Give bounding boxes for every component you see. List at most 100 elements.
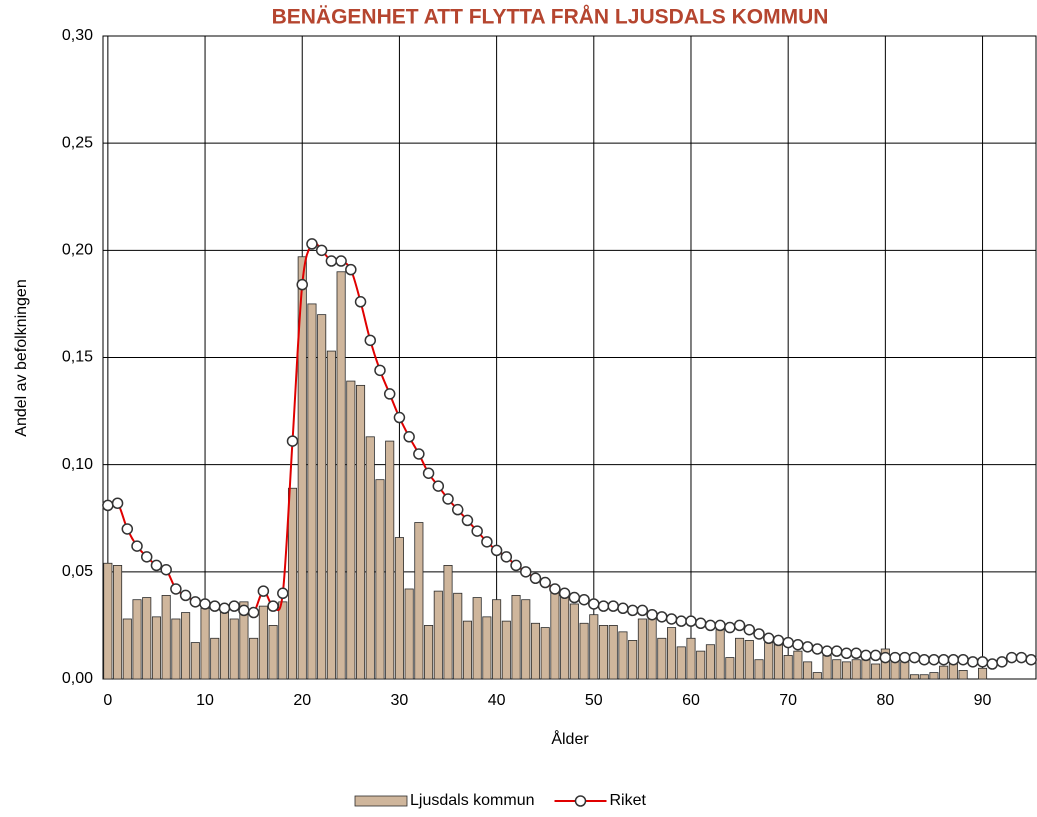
marker (937, 653, 950, 666)
marker (568, 591, 581, 604)
marker (500, 551, 513, 563)
legend-label: Riket (610, 792, 647, 809)
marker (967, 656, 979, 668)
marker (753, 628, 765, 640)
bar (851, 659, 861, 680)
bar (803, 661, 813, 680)
bar (375, 479, 385, 680)
bar (482, 616, 492, 680)
marker (694, 617, 707, 630)
bar (414, 522, 424, 680)
marker (558, 587, 571, 600)
bar (113, 565, 123, 680)
marker (792, 638, 804, 651)
marker (733, 619, 746, 632)
marker (199, 598, 211, 610)
marker (743, 623, 756, 636)
marker (228, 600, 240, 612)
marker (704, 619, 717, 632)
x-tick-label: 0 (103, 692, 112, 709)
marker (442, 493, 454, 505)
bar (686, 637, 696, 680)
legend-swatch (574, 795, 587, 807)
bar (676, 646, 686, 680)
bar (841, 661, 852, 680)
line (107, 241, 1032, 665)
bar (598, 625, 609, 680)
marker (772, 634, 785, 647)
marker (656, 611, 668, 623)
bar (978, 667, 988, 680)
marker (947, 653, 960, 666)
bar (550, 590, 560, 680)
bar (958, 670, 968, 680)
bar (900, 661, 910, 680)
bar (171, 618, 181, 680)
marker (617, 602, 629, 615)
marker (471, 525, 483, 537)
bar (579, 622, 589, 680)
marker (520, 566, 532, 578)
x-tick-label: 60 (682, 692, 700, 709)
marker (315, 244, 328, 257)
marker (879, 651, 892, 664)
marker (354, 296, 367, 308)
marker (539, 576, 551, 589)
bar (394, 537, 404, 680)
marker (393, 411, 406, 424)
marker (811, 643, 824, 655)
bar (210, 637, 220, 680)
bar (346, 380, 356, 680)
marker (957, 653, 969, 666)
marker (821, 645, 833, 657)
plot-border (102, 35, 1037, 680)
marker (665, 613, 678, 625)
marker (306, 238, 318, 250)
marker (578, 593, 590, 606)
bar (540, 627, 550, 680)
marker (422, 467, 435, 479)
y-tick-label: 0,10 (62, 456, 93, 473)
bar (278, 601, 288, 680)
marker (102, 499, 114, 512)
marker (209, 600, 221, 612)
y-tick-label: 0,30 (62, 27, 93, 44)
marker (928, 653, 940, 666)
bar (628, 640, 638, 680)
marker (451, 503, 464, 516)
bar (307, 303, 317, 680)
bar (161, 595, 171, 680)
bar (229, 618, 239, 680)
marker (179, 589, 192, 602)
marker (345, 263, 357, 276)
bar (822, 655, 832, 680)
marker (140, 551, 153, 563)
marker (335, 255, 347, 267)
y-axis-label: Andel av befolkningen (13, 279, 30, 436)
bar (287, 487, 298, 680)
bar (832, 659, 842, 680)
marker (899, 651, 911, 664)
marker (277, 587, 289, 600)
marker (636, 604, 649, 617)
x-tick-label: 40 (488, 692, 506, 709)
x-axis-label: Ålder (551, 729, 589, 748)
bar (696, 650, 706, 680)
marker (597, 600, 610, 612)
marker (529, 572, 542, 585)
bar (142, 597, 152, 680)
marker (170, 583, 182, 595)
marker (831, 645, 843, 657)
x-tick-label: 30 (391, 692, 409, 709)
bar (939, 665, 949, 680)
marker (646, 608, 658, 621)
bar (190, 642, 200, 680)
marker (286, 435, 299, 447)
marker (860, 649, 872, 662)
marker (908, 651, 921, 664)
bar (589, 614, 599, 680)
bar (151, 616, 161, 680)
marker (490, 544, 503, 557)
